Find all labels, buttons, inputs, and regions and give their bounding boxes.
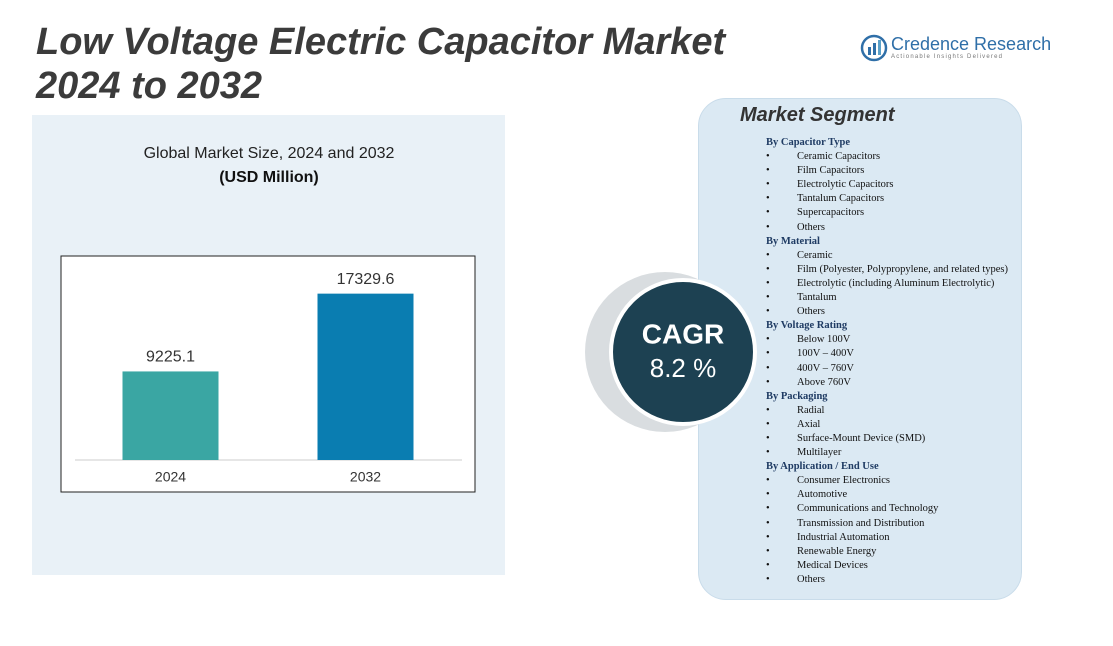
segment-item: Surface-Mount Device (SMD) (766, 433, 1008, 447)
segment-item: 100V – 400V (766, 348, 1008, 362)
segment-item: Consumer Electronics (766, 475, 1008, 489)
segment-item: Medical Devices (766, 560, 1008, 574)
segment-heading: By Voltage Rating (766, 320, 848, 332)
segment-item: Film (Polyester, Polypropylene, and rela… (766, 264, 1008, 278)
segment-title: Market Segment (740, 104, 895, 126)
segment-item: Electrolytic Capacitors (766, 179, 1008, 193)
segment-item: Ceramic (766, 250, 1008, 264)
segment-item: Radial (766, 405, 1008, 419)
page-title: Low Voltage Electric Capacitor Market 20… (36, 20, 725, 108)
x-tick-label: 2024 (155, 469, 186, 485)
segment-item: Multilayer (766, 447, 1008, 461)
segment-item: Others (766, 574, 1008, 588)
segment-item: Below 100V (766, 334, 1008, 348)
segment-heading: By Capacitor Type (766, 137, 851, 148)
segment-heading: By Application / End Use (766, 461, 879, 473)
segment-item: Automotive (766, 489, 1008, 503)
value-label: 17329.6 (337, 271, 395, 288)
logo-icon (860, 34, 888, 62)
segment-item: Transmission and Distribution (766, 518, 1008, 532)
segment-heading: By Material (766, 235, 820, 247)
segment-item: Axial (766, 419, 1008, 433)
value-label: 9225.1 (146, 349, 195, 366)
cagr-circle (609, 278, 757, 426)
segment-item: Industrial Automation (766, 532, 1008, 546)
segment-heading: By Packaging (766, 390, 828, 402)
title-line: 2024 to 2032 (36, 65, 263, 107)
segment-item: Film Capacitors (766, 165, 1008, 179)
segment-item: Communications and Technology (766, 503, 1008, 517)
bar (317, 293, 414, 460)
chart-title: Global Market Size, 2024 and 2032 (144, 145, 395, 162)
segment-item: Tantalum (766, 292, 1008, 306)
segment-item: Others (766, 306, 1008, 320)
x-tick-label: 2032 (350, 469, 381, 485)
segment-item: Above 760V (766, 377, 1008, 391)
segment-item: Renewable Energy (766, 546, 1008, 560)
bar (122, 371, 219, 460)
segment-item: Electrolytic (including Aluminum Electro… (766, 278, 1008, 292)
segment-list: By Capacitor TypeCeramic CapacitorsFilm … (766, 137, 1008, 588)
segment-item: Others (766, 222, 1008, 236)
segment-item: Supercapacitors (766, 207, 1008, 221)
logo-name: Credence Research (891, 34, 1052, 54)
cagr-value: 8.2 % (650, 353, 717, 383)
logo-tagline: Actionable Insights Delivered (891, 54, 1004, 60)
segment-item: 400V – 760V (766, 363, 1008, 377)
segment-item: Ceramic Capacitors (766, 151, 1008, 165)
segment-item: Tantalum Capacitors (766, 193, 1008, 207)
chart-subtitle: (USD Million) (219, 169, 319, 186)
title-line: Low Voltage Electric Capacitor Market (36, 21, 726, 63)
cagr-label: CAGR (642, 318, 724, 349)
